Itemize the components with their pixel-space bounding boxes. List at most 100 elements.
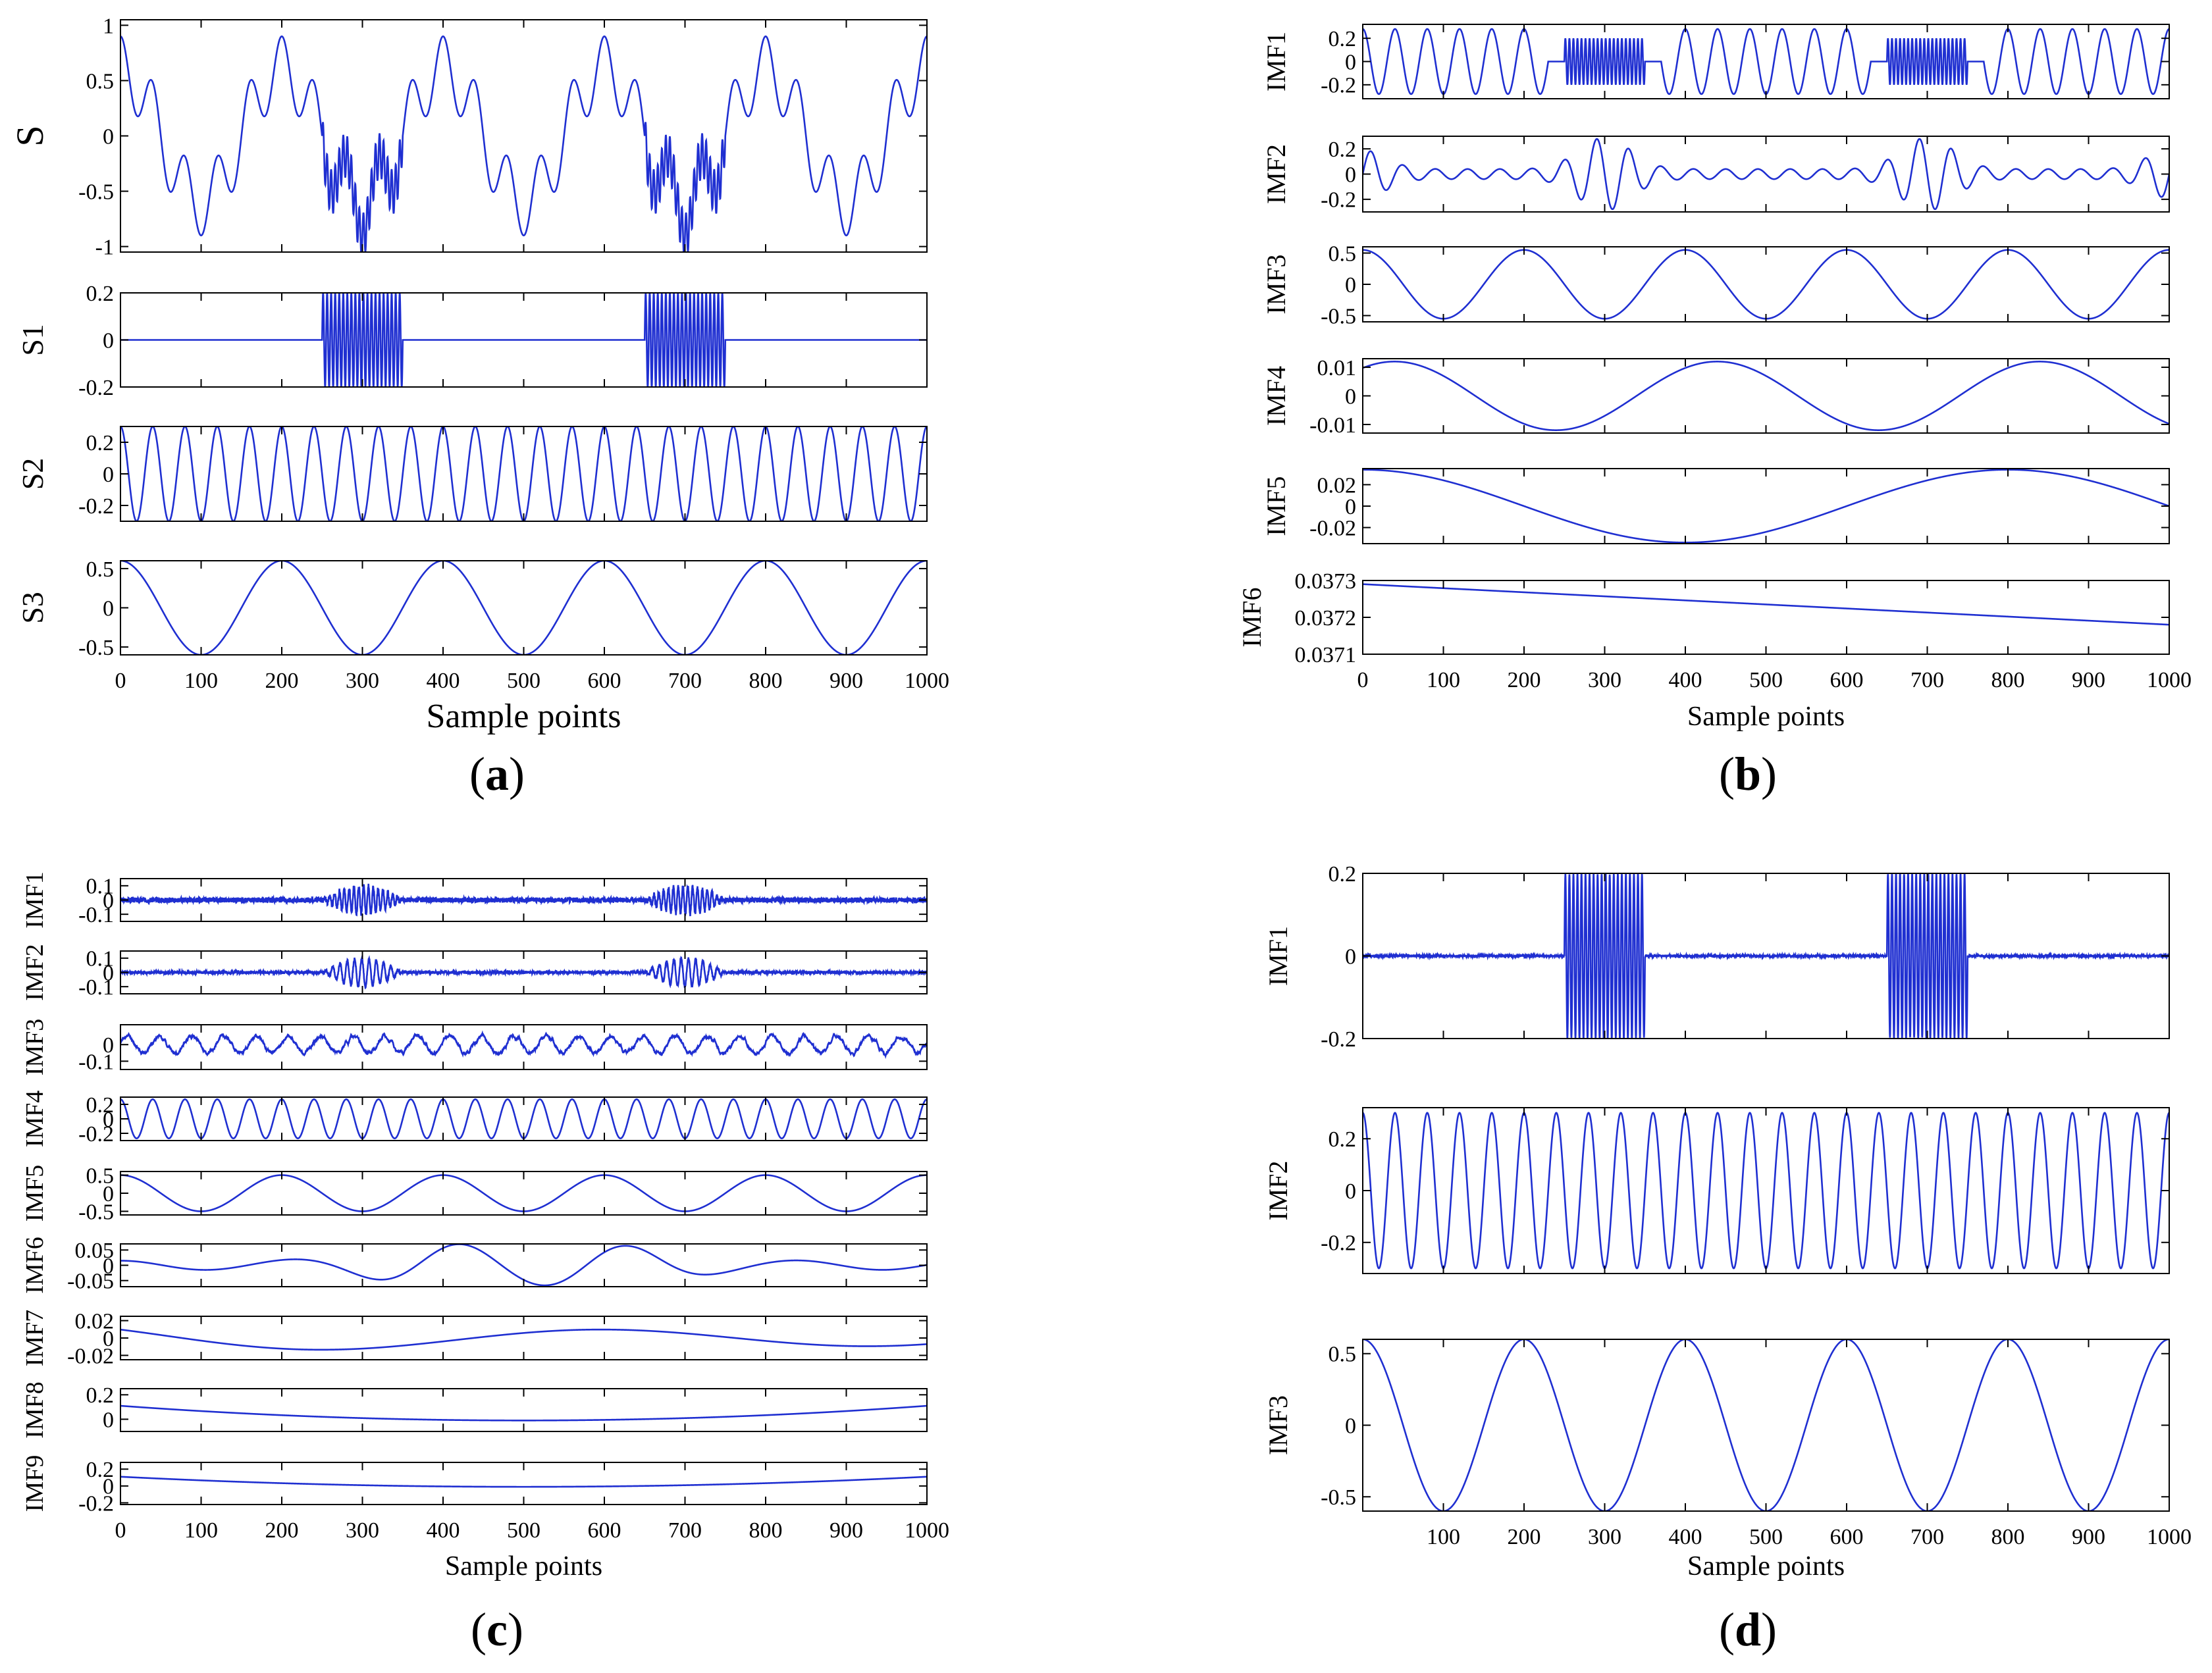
y-tick-label: 0.5 <box>86 557 115 582</box>
panel-label-open-paren: ( <box>471 1603 487 1656</box>
x-axis-label: Sample points <box>445 1551 602 1582</box>
y-axis-label: IMF3 <box>1263 1395 1293 1455</box>
y-tick-label: 0.2 <box>86 1458 115 1482</box>
panel-label-open-paren: ( <box>1719 1603 1735 1656</box>
x-tick-label: 300 <box>346 1518 379 1543</box>
panel-d: 0.2 0 -0.2 IMF1 0.2 0 -0.2 IMF2 0.5 0 -0.5 IMF3 100 2… <box>1263 862 2192 1656</box>
axes-box <box>1362 580 2170 655</box>
y-tick-label: 0 <box>103 1033 114 1058</box>
y-tick-label: 0.5 <box>1329 242 1357 266</box>
panel-label-letter: c <box>487 1603 508 1656</box>
signal-line-imf1 <box>1363 873 2169 1039</box>
y-axis-label: IMF7 <box>21 1310 49 1367</box>
x-tick-label: 900 <box>830 1518 863 1543</box>
x-tick-label: 300 <box>1588 1525 1621 1549</box>
y-tick-label: 0 <box>1345 273 1356 297</box>
signal-line-s1 <box>120 293 927 387</box>
x-tick-label: 300 <box>346 669 379 693</box>
panel-label-close-paren: ) <box>1761 748 1777 800</box>
subplot-s1: 0.2 0 -0.2 S1 <box>16 282 928 400</box>
y-tick-label: 0 <box>103 328 114 353</box>
y-axis-label: IMF4 <box>21 1091 49 1148</box>
x-tick-label: 700 <box>1910 668 1944 692</box>
subplot-imf8: 0.20 IMF8 <box>21 1381 928 1439</box>
x-tick-label: 200 <box>265 1518 299 1543</box>
y-tick-label: -0.2 <box>78 376 114 400</box>
panel-label-letter: a <box>485 748 509 800</box>
signal-line-imf4 <box>1363 361 2169 431</box>
y-tick-label: -0.2 <box>78 494 114 519</box>
signal-line-imf7 <box>120 1328 927 1351</box>
y-tick-label: 0 <box>103 1182 114 1206</box>
y-tick-label: 0 <box>1345 1414 1356 1438</box>
subplot-imf6: 0.050-0.05 IMF6 <box>21 1237 928 1294</box>
x-tick-label: 500 <box>507 669 540 693</box>
x-tick-label: 100 <box>184 669 218 693</box>
y-tick-label: 0 <box>103 1408 114 1432</box>
panel-label: (c) <box>471 1603 523 1656</box>
subplot-imf1: 0.20-0.2 IMF1 <box>1261 24 2170 99</box>
y-tick-label: -0.1 <box>78 975 114 1000</box>
x-tick-label: 1000 <box>905 1518 949 1543</box>
y-tick-label: -0.5 <box>78 636 114 660</box>
panel-label: (a) <box>469 748 525 800</box>
x-tick-label: 1000 <box>2147 668 2192 692</box>
signal-line-s3 <box>120 561 927 655</box>
panel-label: (d) <box>1719 1603 1777 1656</box>
x-tick-label: 400 <box>1669 1525 1702 1549</box>
y-tick-label: -0.5 <box>1321 1485 1356 1510</box>
signal-line-imf6 <box>1363 583 2169 626</box>
y-axis-label: IMF2 <box>1263 1160 1293 1220</box>
signal-line-imf8 <box>120 1404 927 1422</box>
x-tick-label: 700 <box>668 1518 702 1543</box>
y-axis-label: IMF5 <box>1261 476 1291 536</box>
y-tick-label: 0 <box>103 1475 114 1499</box>
subplot-imf5: 0.50-0.5 IMF5 <box>21 1164 928 1224</box>
x-tick-label: 100 <box>1427 1525 1460 1549</box>
y-tick-label: -0.02 <box>1309 516 1356 540</box>
panel-label: (b) <box>1719 748 1777 800</box>
y-tick-label: -0.2 <box>1321 1231 1356 1256</box>
x-tick-label: 600 <box>588 1518 621 1543</box>
y-tick-label: 0.5 <box>86 1164 115 1188</box>
x-tick-label: 800 <box>1991 1525 2025 1549</box>
y-axis-label: S3 <box>16 592 49 624</box>
y-axis-label: IMF6 <box>1237 587 1267 647</box>
signal-line-imf5 <box>120 1174 927 1212</box>
y-tick-label: 0 <box>103 596 114 621</box>
y-tick-label: 0.2 <box>1329 27 1357 51</box>
y-tick-label: 0.02 <box>75 1310 115 1334</box>
y-tick-label: 0.2 <box>1329 1127 1357 1152</box>
y-axis-label: IMF1 <box>1261 32 1291 91</box>
y-tick-label: -0.5 <box>1321 304 1356 328</box>
panel-label-letter: b <box>1735 748 1761 800</box>
y-axis-label: IMF3 <box>21 1019 49 1076</box>
panel-label-close-paren: ) <box>508 1603 523 1656</box>
y-tick-label: 0.0371 <box>1295 643 1357 667</box>
signal-line-imf9 <box>120 1476 927 1488</box>
y-axis-label: S1 <box>16 324 49 356</box>
x-axis-label: Sample points <box>426 698 621 735</box>
signal-line-imf3 <box>1363 249 2169 320</box>
x-tick-label: 900 <box>2072 1525 2105 1549</box>
y-tick-label: -0.1 <box>78 903 114 927</box>
y-tick-label: 0.0372 <box>1295 606 1357 631</box>
y-axis-label: IMF2 <box>1261 144 1291 204</box>
panel-label-open-paren: ( <box>469 748 485 800</box>
x-axis-label: Sample points <box>1687 1551 1845 1582</box>
subplot-s: 1 0.5 0 -0.5 -1 S <box>9 14 928 259</box>
y-tick-label: 0 <box>1345 384 1356 409</box>
subplot-imf2: 0.2 0 -0.2 IMF2 <box>1263 1107 2170 1274</box>
y-tick-label: -0.1 <box>78 1050 114 1074</box>
signal-line-s2 <box>120 426 927 521</box>
x-tick-label: 800 <box>749 1518 783 1543</box>
y-tick-label: 0 <box>1345 944 1356 969</box>
subplot-imf6: 0.0373 0.0372 0.0371 IMF6 0 100 200 300 400 500 60… <box>1237 569 2192 692</box>
y-axis-label: IMF1 <box>1263 926 1293 986</box>
panel-c: 0.10-0.1IMF10.10-0.1IMF20-0.1IMF30.20-0.… <box>21 871 949 1656</box>
y-tick-label: 0 <box>1345 495 1356 519</box>
y-tick-label: 0 <box>103 1108 114 1132</box>
subplot-s2: 0.2 0 -0.2 S2 <box>16 426 928 522</box>
